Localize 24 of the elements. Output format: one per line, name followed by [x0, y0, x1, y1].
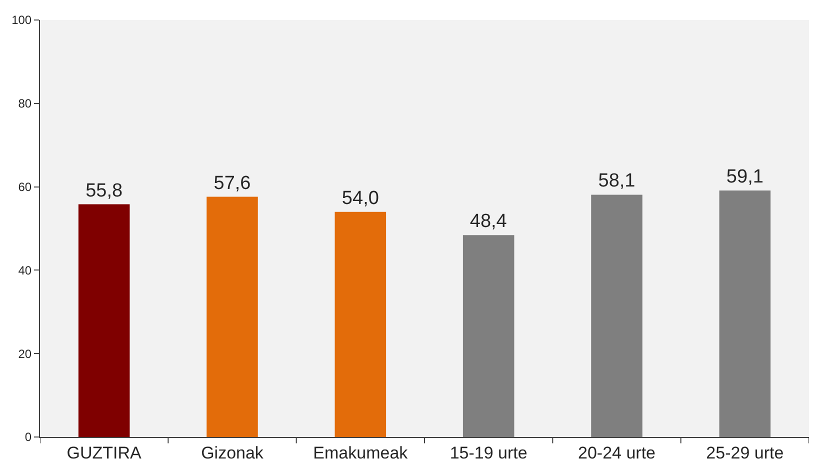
y-tick-label: 60	[18, 180, 32, 194]
data-label: 57,6	[214, 172, 251, 194]
x-tick-label: GUZTIRA	[66, 443, 142, 462]
bar	[78, 204, 130, 437]
data-label: 48,4	[470, 211, 508, 232]
bar	[591, 194, 642, 437]
x-tick-label: Gizonak	[201, 443, 264, 462]
y-tick-label: 0	[24, 430, 32, 444]
data-label: 55,8	[86, 180, 123, 202]
y-tick-label: 80	[18, 96, 32, 111]
x-tick-label: 15-19 urte	[450, 443, 528, 462]
data-label: 58,1	[598, 170, 636, 192]
bar	[334, 212, 386, 437]
x-tick-label: 20-24 urte	[578, 443, 656, 462]
bar	[719, 190, 771, 437]
x-tick-label: Emakumeak	[313, 443, 408, 462]
y-tick-label: 100	[12, 13, 32, 28]
y-tick-label: 40	[18, 263, 32, 278]
x-tick-label: 25-29 urte	[706, 443, 784, 462]
data-label: 54,0	[342, 188, 379, 209]
bar	[206, 196, 258, 437]
data-label: 59,1	[726, 166, 764, 188]
bar	[462, 235, 514, 437]
y-tick-label: 20	[18, 346, 32, 361]
